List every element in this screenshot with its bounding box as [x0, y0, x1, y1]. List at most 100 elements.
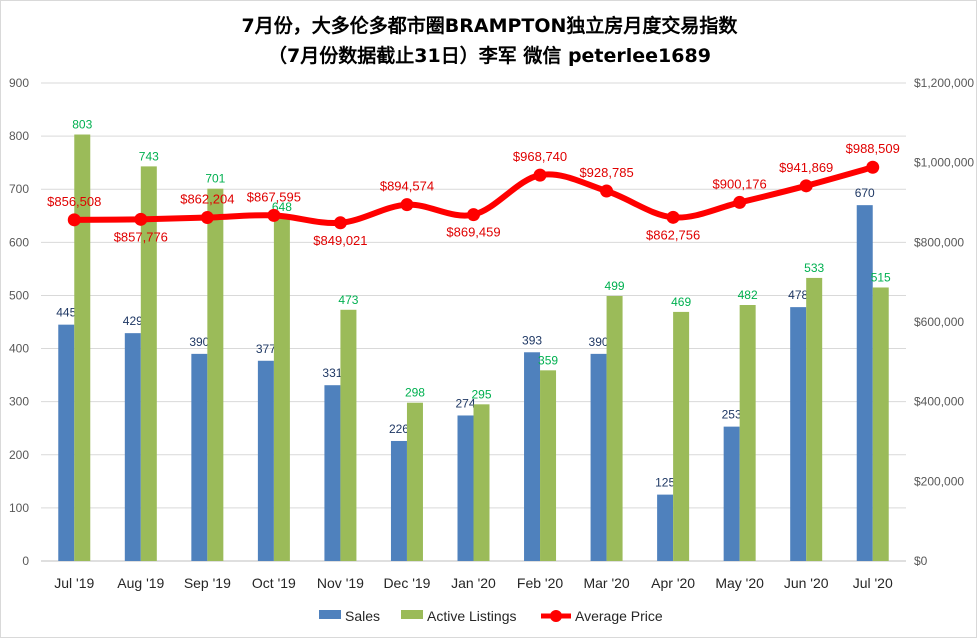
bar-sales: [790, 307, 807, 561]
data-label-active-listings: 473: [338, 293, 358, 307]
data-label-average-price: $869,459: [446, 225, 500, 240]
bar-active-listings: [140, 166, 157, 561]
data-label-average-price: $988,509: [846, 141, 900, 156]
point-average-price: [600, 184, 614, 198]
bar-sales: [856, 205, 873, 561]
data-label-average-price: $867,595: [247, 189, 301, 204]
data-label-average-price: $928,785: [579, 165, 633, 180]
chart-title: 7月份，大多伦多都市圈BRAMPTON独立房月度交易指数: [241, 15, 738, 37]
y-right-tick-label: $1,200,000: [914, 76, 974, 90]
data-label-average-price: $856,508: [47, 194, 101, 209]
x-tick-label: Jul '20: [853, 575, 893, 591]
x-tick-label: Dec '19: [383, 575, 430, 591]
x-tick-label: Feb '20: [517, 575, 563, 591]
data-label-active-listings: 298: [405, 386, 425, 400]
legend-swatch-active-listings: [401, 610, 423, 619]
y-left-tick-label: 100: [9, 501, 29, 515]
data-label-sales: 253: [722, 408, 742, 422]
y-right-tick-label: $0: [914, 554, 928, 568]
bar-sales: [457, 415, 474, 561]
bar-active-listings: [207, 188, 224, 562]
data-label-average-price: $900,176: [713, 176, 767, 191]
bar-sales: [324, 385, 341, 561]
x-tick-label: Sep '19: [184, 575, 231, 591]
data-label-active-listings: 515: [871, 270, 891, 284]
bar-sales: [657, 494, 674, 561]
data-label-active-listings: 701: [205, 172, 225, 186]
point-average-price: [400, 198, 414, 212]
data-label-active-listings: 499: [605, 279, 625, 293]
y-left-tick-label: 300: [9, 395, 29, 409]
y-left-tick-label: 500: [9, 288, 29, 302]
legend-swatch-sales: [319, 610, 341, 619]
bar-active-listings: [273, 216, 290, 561]
point-average-price: [866, 160, 880, 174]
data-label-sales: 390: [589, 335, 609, 349]
data-label-sales: 670: [855, 186, 875, 200]
point-average-price: [467, 208, 480, 222]
data-label-active-listings: 743: [139, 149, 159, 163]
bar-active-listings: [340, 309, 357, 561]
x-tick-label: Oct '19: [252, 575, 296, 591]
y-left-tick-label: 600: [9, 235, 29, 249]
legend-marker-average-price: [550, 610, 562, 622]
data-label-sales: 393: [522, 333, 542, 347]
data-label-average-price: $857,776: [114, 229, 168, 244]
data-label-active-listings: 803: [72, 118, 92, 132]
bar-active-listings: [872, 287, 889, 561]
bar-sales: [390, 440, 407, 561]
data-label-average-price: $968,740: [513, 149, 567, 164]
point-average-price: [533, 168, 547, 182]
data-label-average-price: $862,204: [180, 192, 234, 207]
data-label-sales: 390: [189, 335, 209, 349]
point-average-price: [733, 195, 747, 209]
data-label-average-price: $894,574: [380, 179, 434, 194]
data-label-active-listings: 469: [671, 295, 691, 309]
x-tick-label: May '20: [715, 575, 764, 591]
point-average-price: [134, 212, 148, 226]
x-tick-label: Jul '19: [54, 575, 94, 591]
x-tick-label: Jun '20: [784, 575, 829, 591]
bar-active-listings: [739, 305, 756, 561]
bar-active-listings: [540, 370, 557, 561]
data-label-average-price: $862,756: [646, 227, 700, 242]
data-label-sales: 429: [123, 314, 143, 328]
data-label-sales: 377: [256, 342, 276, 356]
y-left-tick-label: 900: [9, 76, 29, 90]
y-right-tick-label: $600,000: [914, 315, 964, 329]
bar-sales: [191, 353, 208, 561]
data-label-sales: 331: [322, 366, 342, 380]
y-left-tick-label: 700: [9, 182, 29, 196]
bar-active-listings: [606, 295, 623, 561]
bar-sales: [58, 324, 75, 561]
y-left-tick-label: 400: [9, 342, 29, 356]
data-label-sales: 125: [655, 476, 675, 490]
bar-active-listings: [473, 404, 490, 561]
legend-label-sales: Sales: [345, 608, 380, 624]
bar-active-listings: [74, 134, 91, 562]
point-average-price: [200, 211, 214, 225]
point-average-price: [67, 213, 81, 227]
y-left-tick-label: 800: [9, 129, 29, 143]
data-label-average-price: $941,869: [779, 160, 833, 175]
legend-label-active-listings: Active Listings: [427, 608, 516, 624]
point-average-price: [267, 208, 281, 222]
bar-sales: [723, 426, 740, 561]
chart-subtitle: （7月份数据截止31日）李军 微信 peterlee1689: [268, 45, 711, 67]
data-label-active-listings: 533: [804, 261, 824, 275]
data-label-sales: 226: [389, 422, 409, 436]
x-tick-label: Apr '20: [651, 575, 695, 591]
data-label-active-listings: 482: [738, 288, 758, 302]
legend-label-average-price: Average Price: [575, 608, 663, 624]
data-label-sales: 478: [788, 288, 808, 302]
bar-sales: [257, 360, 274, 561]
data-label-average-price: $849,021: [313, 233, 367, 248]
y-right-tick-label: $400,000: [914, 395, 964, 409]
data-label-active-listings: 295: [471, 387, 491, 401]
y-left-tick-label: 200: [9, 448, 29, 462]
bar-sales: [524, 352, 541, 561]
point-average-price: [333, 216, 347, 230]
y-left-tick-label: 0: [22, 554, 29, 568]
